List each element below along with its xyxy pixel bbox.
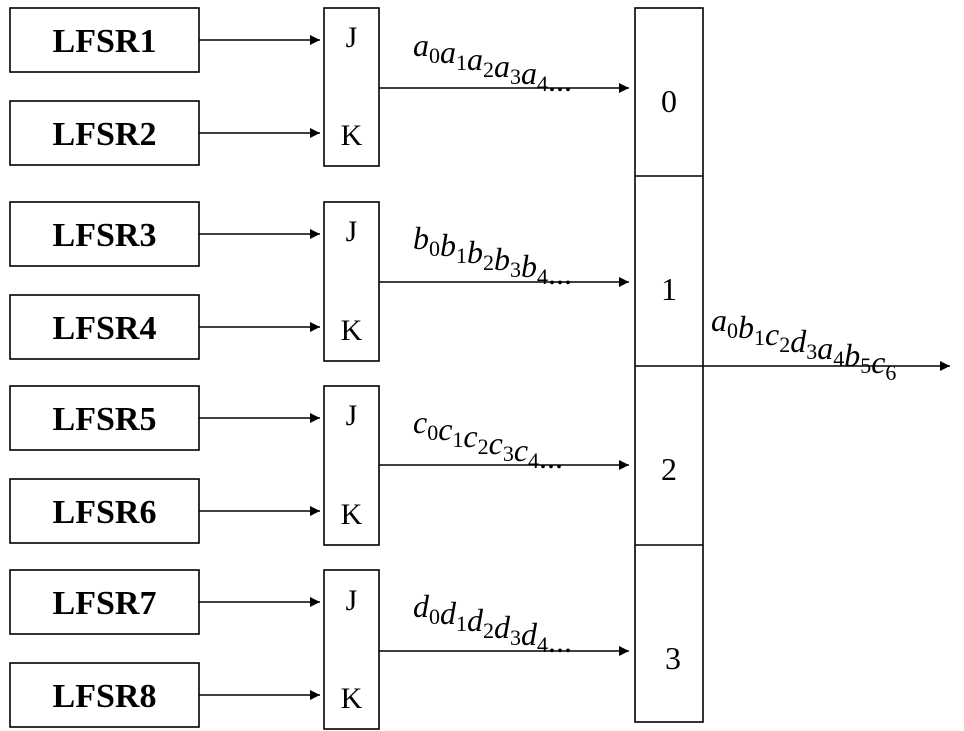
lfsr-box-3 — [9, 201, 200, 267]
jk-j-input-label: J — [346, 399, 358, 432]
lfsr-box-8 — [9, 662, 200, 728]
multiplexer-slot-2: 2 — [661, 451, 677, 487]
multiplexer-slot-0: 0 — [661, 83, 677, 119]
lfsr-label-1: LFSR1 — [53, 23, 157, 60]
lfsr-label-3: LFSR3 — [53, 217, 157, 254]
jk-flipflop-2 — [323, 201, 380, 362]
lfsr-box-5 — [9, 385, 200, 451]
jk-k-input-label: K — [341, 119, 363, 152]
lfsr-label-4: LFSR4 — [53, 310, 157, 347]
lfsr-box-2 — [9, 100, 200, 166]
lfsr-box-1 — [9, 7, 200, 73]
sequence-label-2: b0b1b2b3b4... — [413, 220, 572, 291]
sequence-label-3: c0c1c2c3c4... — [413, 404, 563, 475]
jk-k-input-label: K — [341, 682, 363, 715]
multiplexer — [634, 7, 704, 723]
jk-flipflop-4 — [323, 569, 380, 730]
lfsr-box-6 — [9, 478, 200, 544]
output-sequence-label: a0b1c2d3a4b5c6 — [711, 302, 896, 385]
jk-j-input-label: J — [346, 584, 358, 617]
jk-flipflop-1 — [323, 7, 380, 167]
lfsr-label-6: LFSR6 — [53, 494, 157, 531]
lfsr-label-5: LFSR5 — [53, 401, 157, 438]
multiplexer-slot-3: 3 — [665, 640, 681, 676]
jk-k-input-label: K — [341, 314, 363, 347]
lfsr-box-7 — [9, 569, 200, 635]
sequence-label-4: d0d1d2d3d4... — [413, 588, 572, 659]
multiplexer-slot-1: 1 — [661, 271, 677, 307]
jk-j-input-label: J — [346, 215, 358, 248]
lfsr-label-2: LFSR2 — [53, 116, 157, 153]
sequence-label-1: a0a1a2a3a4... — [413, 27, 572, 98]
jk-j-input-label: J — [346, 21, 358, 54]
lfsr-label-7: LFSR7 — [53, 585, 157, 622]
lfsr-label-8: LFSR8 — [53, 678, 157, 715]
jk-k-input-label: K — [341, 498, 363, 531]
